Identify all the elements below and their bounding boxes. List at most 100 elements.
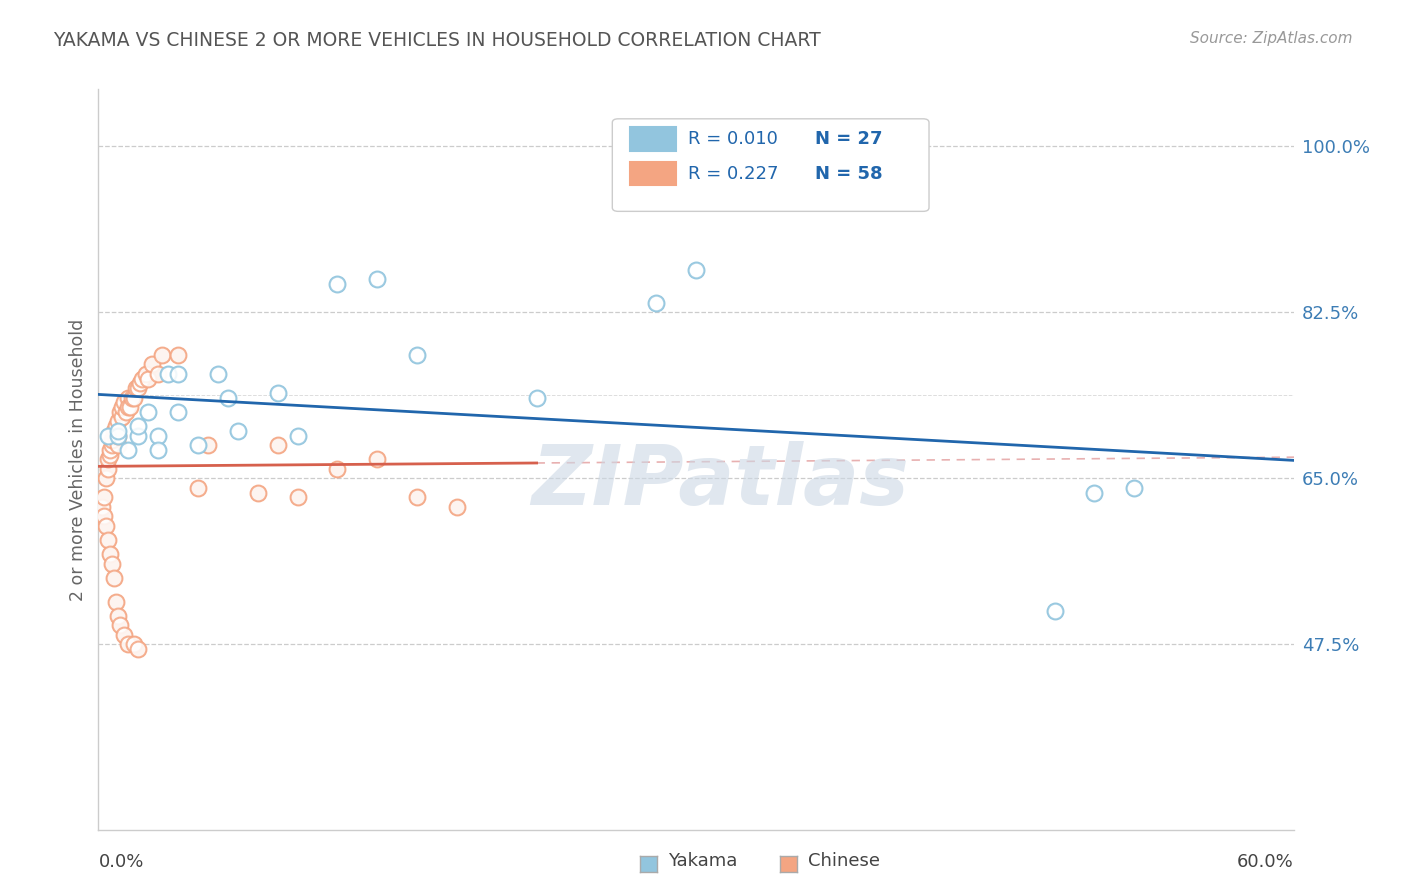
Point <box>127 419 149 434</box>
Point <box>197 438 219 452</box>
Point <box>120 400 142 414</box>
Point <box>685 262 707 277</box>
Point <box>645 295 668 310</box>
Point <box>117 391 139 405</box>
Point <box>1083 485 1105 500</box>
Text: Chinese: Chinese <box>807 852 880 870</box>
Point <box>135 367 157 381</box>
Point <box>167 348 190 362</box>
Point <box>107 609 129 624</box>
Point <box>105 595 128 609</box>
Point <box>111 409 134 424</box>
Point <box>136 405 159 419</box>
Point <box>685 262 707 277</box>
Point <box>107 438 129 452</box>
Text: YAKAMA VS CHINESE 2 OR MORE VEHICLES IN HOUSEHOLD CORRELATION CHART: YAKAMA VS CHINESE 2 OR MORE VEHICLES IN … <box>53 31 821 50</box>
Text: ZIPatlas: ZIPatlas <box>531 441 908 522</box>
Point <box>187 481 209 495</box>
Point <box>97 452 120 467</box>
Point <box>148 442 170 457</box>
Point <box>110 618 132 632</box>
Point <box>96 471 118 485</box>
Point <box>117 638 139 652</box>
Point <box>129 376 152 391</box>
Point <box>187 481 209 495</box>
Point <box>127 381 149 395</box>
Point <box>103 571 125 585</box>
Point <box>111 400 134 414</box>
Point <box>366 452 388 467</box>
Point <box>93 491 115 505</box>
Point <box>1043 604 1066 618</box>
Point <box>121 391 143 405</box>
Point <box>267 438 290 452</box>
FancyBboxPatch shape <box>613 119 929 211</box>
Point <box>97 452 120 467</box>
Point <box>136 372 159 386</box>
Text: Yakama: Yakama <box>668 852 738 870</box>
Point <box>107 438 129 452</box>
Point <box>105 419 128 434</box>
Point <box>105 428 128 442</box>
Point <box>117 391 139 405</box>
Point <box>110 618 132 632</box>
Point <box>287 428 309 442</box>
Point <box>112 395 135 409</box>
Point <box>150 348 173 362</box>
Point <box>148 367 170 381</box>
Point <box>98 448 122 462</box>
FancyBboxPatch shape <box>630 161 676 186</box>
Point <box>124 638 146 652</box>
Point <box>1123 481 1146 495</box>
Point <box>167 405 190 419</box>
Text: R = 0.227: R = 0.227 <box>688 165 778 183</box>
Text: 60.0%: 60.0% <box>1237 854 1294 871</box>
Point <box>246 485 269 500</box>
Point <box>406 491 429 505</box>
Point <box>125 381 148 395</box>
Point <box>105 595 128 609</box>
Point <box>1123 481 1146 495</box>
Point <box>127 381 149 395</box>
Point <box>97 462 120 476</box>
Point <box>124 638 146 652</box>
Point <box>97 462 120 476</box>
Point <box>127 642 149 657</box>
Point <box>96 518 118 533</box>
Point <box>287 428 309 442</box>
Point <box>366 452 388 467</box>
Point <box>157 367 180 381</box>
Point <box>112 628 135 642</box>
Point <box>117 400 139 414</box>
Text: N = 27: N = 27 <box>815 130 883 148</box>
Point <box>366 272 388 286</box>
Point <box>101 557 124 571</box>
Point <box>207 367 229 381</box>
Point <box>148 428 170 442</box>
Text: Source: ZipAtlas.com: Source: ZipAtlas.com <box>1189 31 1353 46</box>
Point <box>97 533 120 547</box>
Point <box>127 428 149 442</box>
Point <box>246 485 269 500</box>
Point <box>127 428 149 442</box>
Point <box>98 547 122 561</box>
Point <box>135 367 157 381</box>
Point <box>112 395 135 409</box>
Point <box>120 400 142 414</box>
Point <box>103 571 125 585</box>
Point <box>136 405 159 419</box>
Point <box>187 438 209 452</box>
Point <box>526 391 548 405</box>
Point <box>107 424 129 438</box>
Point <box>197 438 219 452</box>
Point <box>326 462 349 476</box>
Point <box>110 405 132 419</box>
Point <box>326 277 349 291</box>
Point <box>446 500 468 514</box>
Point <box>91 500 114 514</box>
Point <box>167 405 190 419</box>
Point <box>98 547 122 561</box>
Point <box>124 391 146 405</box>
Point <box>150 348 173 362</box>
Point <box>107 428 129 442</box>
